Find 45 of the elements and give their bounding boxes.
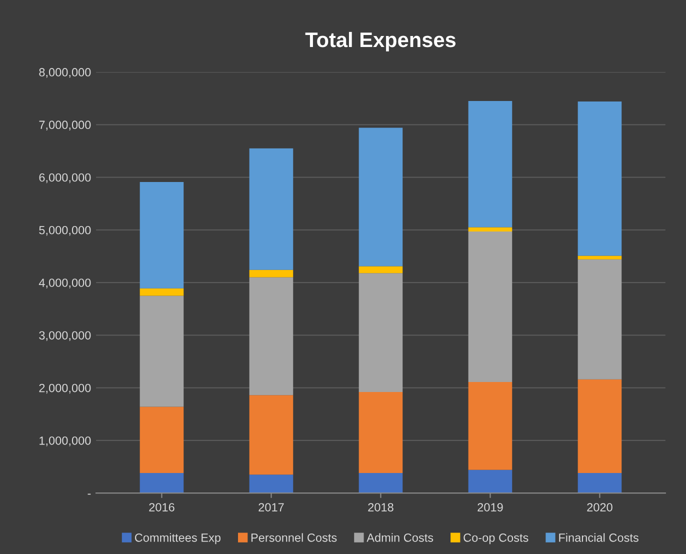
y-tick-label: 7,000,000 [39,120,91,130]
bar [578,379,622,474]
chart-title: Total Expenses [305,32,456,52]
bar [249,148,294,270]
bar [468,470,512,494]
bar [140,182,184,288]
y-tick-label: 3,000,000 [39,331,91,341]
legend-label: Personnel Costs [251,533,337,542]
bar [358,473,403,494]
bar [578,256,622,260]
y-tick-label: 1,000,000 [40,436,91,446]
x-tick-label: 2016 [149,503,174,512]
bar [578,259,622,380]
bar [358,392,403,474]
legend-label: Co-op Costs [464,533,528,544]
legend-label: Committees Exp [134,533,220,544]
bar [249,270,294,278]
bar [358,128,403,266]
bar [140,473,184,494]
x-tick-label: 2018 [368,503,394,512]
bar [249,395,294,475]
legend-label: Admin Costs [366,533,434,542]
x-tick-label: 2020 [587,503,612,512]
y-tick-label: 6,000,000 [39,173,91,184]
y-tick-label: 4,000,000 [38,278,91,288]
legend-label: Financial Costs [559,533,638,542]
x-tick-label: 2019 [478,503,503,512]
bar [468,227,512,232]
bar [140,288,184,296]
y-tick-label: 5,000,000 [39,226,91,236]
bar [249,277,294,396]
bar [358,266,403,274]
bar [578,101,622,256]
bar [140,296,184,407]
bar [468,100,512,228]
y-tick-label: 2,000,000 [39,384,91,394]
bar [140,406,184,474]
bar [468,382,512,470]
y-tick-label: - [88,494,91,495]
y-tick-label: 8,000,000 [39,68,91,78]
bar [468,231,512,382]
x-tick-label: 2017 [258,503,284,512]
bar [249,474,294,494]
bar [358,273,403,392]
bar [578,473,622,494]
